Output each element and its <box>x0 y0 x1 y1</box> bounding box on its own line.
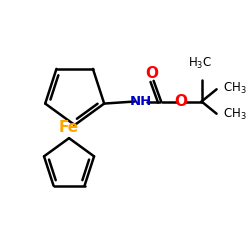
Text: O: O <box>174 94 188 109</box>
Text: Fe: Fe <box>59 120 79 135</box>
Text: NH: NH <box>129 95 152 108</box>
Text: H$_3$C: H$_3$C <box>188 56 212 72</box>
Text: CH$_3$: CH$_3$ <box>223 81 247 96</box>
Text: CH$_3$: CH$_3$ <box>223 107 247 122</box>
Text: O: O <box>145 66 158 81</box>
